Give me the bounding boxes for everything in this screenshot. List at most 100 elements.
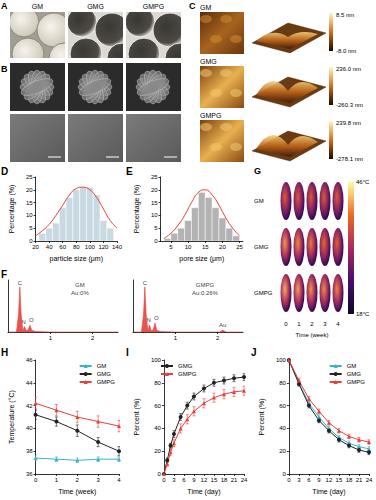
svg-text:C: C (189, 1, 196, 11)
svg-text:3: 3 (323, 321, 327, 327)
svg-text:Percentage (%): Percentage (%) (8, 185, 16, 234)
svg-text:12: 12 (201, 477, 208, 483)
svg-text:GMPG: GMPG (200, 112, 221, 119)
svg-text:25: 25 (151, 174, 158, 180)
svg-text:D: D (1, 166, 8, 177)
svg-text:18: 18 (346, 477, 353, 483)
svg-text:6: 6 (307, 477, 311, 483)
svg-text:9: 9 (317, 477, 321, 483)
svg-text:2: 2 (76, 477, 80, 483)
svg-text:60: 60 (154, 403, 161, 409)
svg-text:GMPG: GMPG (254, 290, 273, 296)
svg-text:1: 1 (174, 335, 178, 341)
svg-text:particle size (μm): particle size (μm) (50, 255, 103, 263)
svg-text:24: 24 (241, 477, 248, 483)
svg-text:100: 100 (85, 244, 96, 250)
svg-text:GM: GM (32, 3, 43, 10)
svg-text:4: 4 (117, 477, 121, 483)
svg-text:0: 0 (284, 321, 288, 327)
svg-text:GMG: GMG (200, 58, 217, 65)
svg-text:-8.0 nm: -8.0 nm (336, 48, 356, 54)
svg-text:3: 3 (172, 477, 176, 483)
svg-text:O: O (154, 315, 159, 321)
svg-text:Temperature (°C): Temperature (°C) (8, 390, 16, 444)
svg-text:3: 3 (96, 477, 100, 483)
svg-text:0: 0 (287, 477, 291, 483)
svg-text:GMG: GMG (254, 244, 269, 250)
svg-text:E: E (126, 166, 133, 177)
svg-text:6: 6 (182, 477, 186, 483)
svg-text:25: 25 (26, 174, 33, 180)
svg-text:80: 80 (73, 244, 80, 250)
svg-text:H: H (1, 347, 8, 358)
svg-text:3: 3 (297, 477, 301, 483)
svg-text:C: C (143, 280, 148, 286)
svg-text:40: 40 (46, 244, 53, 250)
svg-text:40: 40 (279, 425, 286, 431)
svg-text:21: 21 (231, 477, 238, 483)
svg-text:5: 5 (29, 225, 33, 231)
svg-text:21: 21 (356, 477, 363, 483)
svg-text:pore size (μm): pore size (μm) (179, 255, 224, 263)
svg-text:80: 80 (279, 380, 286, 386)
svg-text:Au: Au (219, 322, 226, 328)
svg-text:5: 5 (154, 225, 158, 231)
svg-text:Time (week): Time (week) (296, 332, 329, 338)
svg-text:2: 2 (310, 321, 314, 327)
svg-text:20: 20 (32, 244, 39, 250)
svg-text:100: 100 (151, 357, 162, 363)
svg-text:2: 2 (216, 335, 220, 341)
svg-text:12: 12 (326, 477, 333, 483)
svg-text:20: 20 (151, 187, 158, 193)
svg-text:GMPG: GMPG (178, 371, 197, 377)
svg-text:GMPG: GMPG (347, 379, 366, 385)
svg-text:10: 10 (26, 212, 33, 218)
svg-text:15: 15 (26, 200, 33, 206)
svg-text:40: 40 (26, 425, 33, 431)
svg-text:25: 25 (236, 244, 243, 250)
svg-text:20: 20 (26, 187, 33, 193)
svg-text:-278.1 nm: -278.1 nm (336, 156, 363, 162)
svg-text:236.0 nm: 236.0 nm (336, 66, 361, 72)
svg-text:GMPG: GMPG (196, 282, 215, 288)
svg-text:20: 20 (219, 244, 226, 250)
svg-text:Time (day): Time (day) (187, 488, 220, 496)
svg-text:Percent (%): Percent (%) (133, 399, 141, 436)
svg-text:10: 10 (151, 212, 158, 218)
svg-text:GMPG: GMPG (97, 379, 116, 385)
svg-text:0: 0 (158, 471, 162, 477)
svg-text:-260.3 nm: -260.3 nm (336, 102, 363, 108)
svg-text:0: 0 (283, 471, 287, 477)
svg-text:5: 5 (169, 244, 173, 250)
svg-text:GM: GM (254, 198, 264, 204)
svg-text:8.5 nm: 8.5 nm (336, 12, 354, 18)
svg-text:B: B (1, 64, 8, 74)
svg-text:1: 1 (55, 477, 59, 483)
svg-text:18: 18 (221, 477, 228, 483)
svg-text:G: G (254, 166, 261, 176)
svg-text:0: 0 (154, 238, 158, 244)
svg-text:36: 36 (26, 471, 33, 477)
svg-text:I: I (126, 347, 129, 358)
svg-text:15: 15 (151, 200, 158, 206)
svg-text:1: 1 (49, 335, 53, 341)
svg-text:44: 44 (26, 380, 33, 386)
svg-text:GM: GM (347, 363, 357, 369)
svg-text:Au:0%: Au:0% (71, 290, 89, 296)
svg-text:80: 80 (154, 380, 161, 386)
svg-text:GMG: GMG (97, 371, 112, 377)
svg-text:C: C (18, 280, 23, 286)
svg-text:GM: GM (75, 282, 85, 288)
svg-text:O: O (29, 317, 34, 323)
svg-text:GMG: GMG (347, 371, 362, 377)
svg-text:Time (day): Time (day) (312, 488, 345, 496)
svg-text:20: 20 (279, 448, 286, 454)
svg-text:38: 38 (26, 448, 33, 454)
svg-text:0: 0 (34, 477, 38, 483)
svg-text:GMPG: GMPG (143, 3, 164, 10)
svg-text:0: 0 (162, 477, 166, 483)
svg-text:Au:0.26%: Au:0.26% (192, 290, 219, 296)
svg-text:46°C: 46°C (356, 179, 370, 185)
svg-text:GMG: GMG (87, 3, 104, 10)
svg-text:10: 10 (185, 244, 192, 250)
